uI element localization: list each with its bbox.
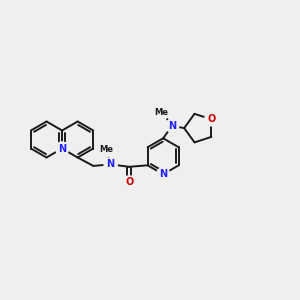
Circle shape: [205, 113, 218, 126]
Circle shape: [157, 168, 170, 181]
Circle shape: [56, 142, 69, 155]
Circle shape: [99, 142, 114, 157]
Text: O: O: [207, 114, 215, 124]
Text: N: N: [58, 143, 66, 154]
Text: Me: Me: [155, 108, 169, 117]
Circle shape: [104, 158, 117, 171]
Circle shape: [166, 119, 179, 132]
Text: N: N: [106, 159, 115, 170]
Circle shape: [154, 105, 169, 120]
Text: N: N: [159, 169, 167, 179]
Text: Me: Me: [99, 145, 113, 154]
Text: N: N: [168, 121, 176, 131]
Text: O: O: [125, 177, 134, 188]
Circle shape: [123, 176, 136, 189]
